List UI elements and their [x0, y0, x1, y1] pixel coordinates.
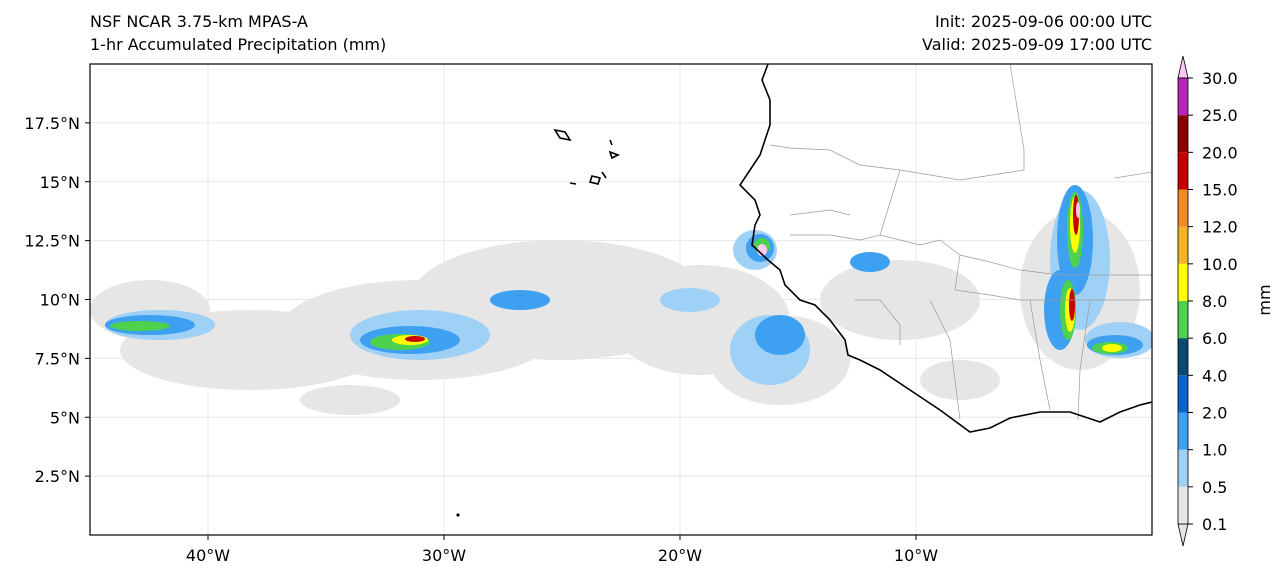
colorbar-segment	[1178, 412, 1188, 450]
colorbar-tick-label: 12.0	[1202, 218, 1238, 237]
colorbar-tick-label: 8.0	[1202, 292, 1227, 311]
colorbar-tick-label: 0.1	[1202, 515, 1227, 534]
colorbar-tick-label: 20.0	[1202, 143, 1238, 162]
colorbar-unit-label: mm	[1255, 284, 1274, 315]
model-title: NSF NCAR 3.75-km MPAS-A	[90, 12, 308, 31]
lon-tick-label: 10°W	[894, 546, 938, 565]
lat-tick-label: 5°N	[50, 408, 80, 427]
colorbar-tick-label: 4.0	[1202, 366, 1227, 385]
init-time: Init: 2025-09-06 00:00 UTC	[934, 12, 1152, 31]
valid-time: Valid: 2025-09-09 17:00 UTC	[921, 35, 1152, 54]
colorbar-tick-label: 10.0	[1202, 255, 1238, 274]
country-borders	[769, 64, 1152, 421]
lat-tick-label: 17.5°N	[24, 114, 80, 133]
colorbar-segment	[1178, 189, 1188, 227]
colorbar-segment	[1178, 449, 1188, 487]
colorbar-segment	[1178, 226, 1188, 264]
colorbar-tick-label: 15.0	[1202, 181, 1238, 200]
colorbar-segment	[1178, 152, 1188, 190]
lon-tick-label: 20°W	[658, 546, 702, 565]
colorbar-segment	[1178, 263, 1188, 301]
lat-tick-label: 2.5°N	[35, 467, 80, 486]
colorbar-segment	[1178, 338, 1188, 376]
latitude-axis: 2.5°N 5°N 7.5°N 10°N 12.5°N 15°N 17.5°N	[24, 114, 90, 486]
field-title: 1-hr Accumulated Precipitation (mm)	[90, 35, 387, 54]
colorbar-extend-low	[1177, 523, 1189, 547]
island-dot	[456, 513, 460, 517]
lat-tick-label: 12.5°N	[24, 232, 80, 251]
colorbar-segment	[1178, 301, 1188, 339]
colorbar: 0.1 0.5 1.0 2.0 4.0 6.0 8.0 10.0 12.0 15.0 20.0 25.…	[1177, 55, 1238, 547]
colorbar-tick-label: 30.0	[1202, 69, 1238, 88]
lon-tick-label: 30°W	[422, 546, 466, 565]
lat-tick-label: 15°N	[40, 173, 80, 192]
precipitation-field	[90, 185, 1152, 415]
colorbar-segment	[1178, 375, 1188, 413]
colorbar-segment	[1178, 115, 1188, 153]
colorbar-tick-label: 6.0	[1202, 329, 1227, 348]
colorbar-tick-label: 1.0	[1202, 441, 1227, 460]
colorbar-tick-label: 0.5	[1202, 478, 1227, 497]
lat-tick-label: 7.5°N	[35, 349, 80, 368]
colorbar-extend-high	[1177, 55, 1189, 79]
colorbar-tick-label: 25.0	[1202, 106, 1238, 125]
lat-tick-label: 10°N	[40, 291, 80, 310]
colorbar-tick-label: 2.0	[1202, 404, 1227, 423]
colorbar-segment	[1178, 78, 1188, 116]
lon-tick-label: 40°W	[186, 546, 230, 565]
coastline	[553, 64, 1152, 433]
colorbar-segment	[1178, 486, 1188, 524]
longitude-axis: 40°W 30°W 20°W 10°W	[186, 535, 938, 565]
